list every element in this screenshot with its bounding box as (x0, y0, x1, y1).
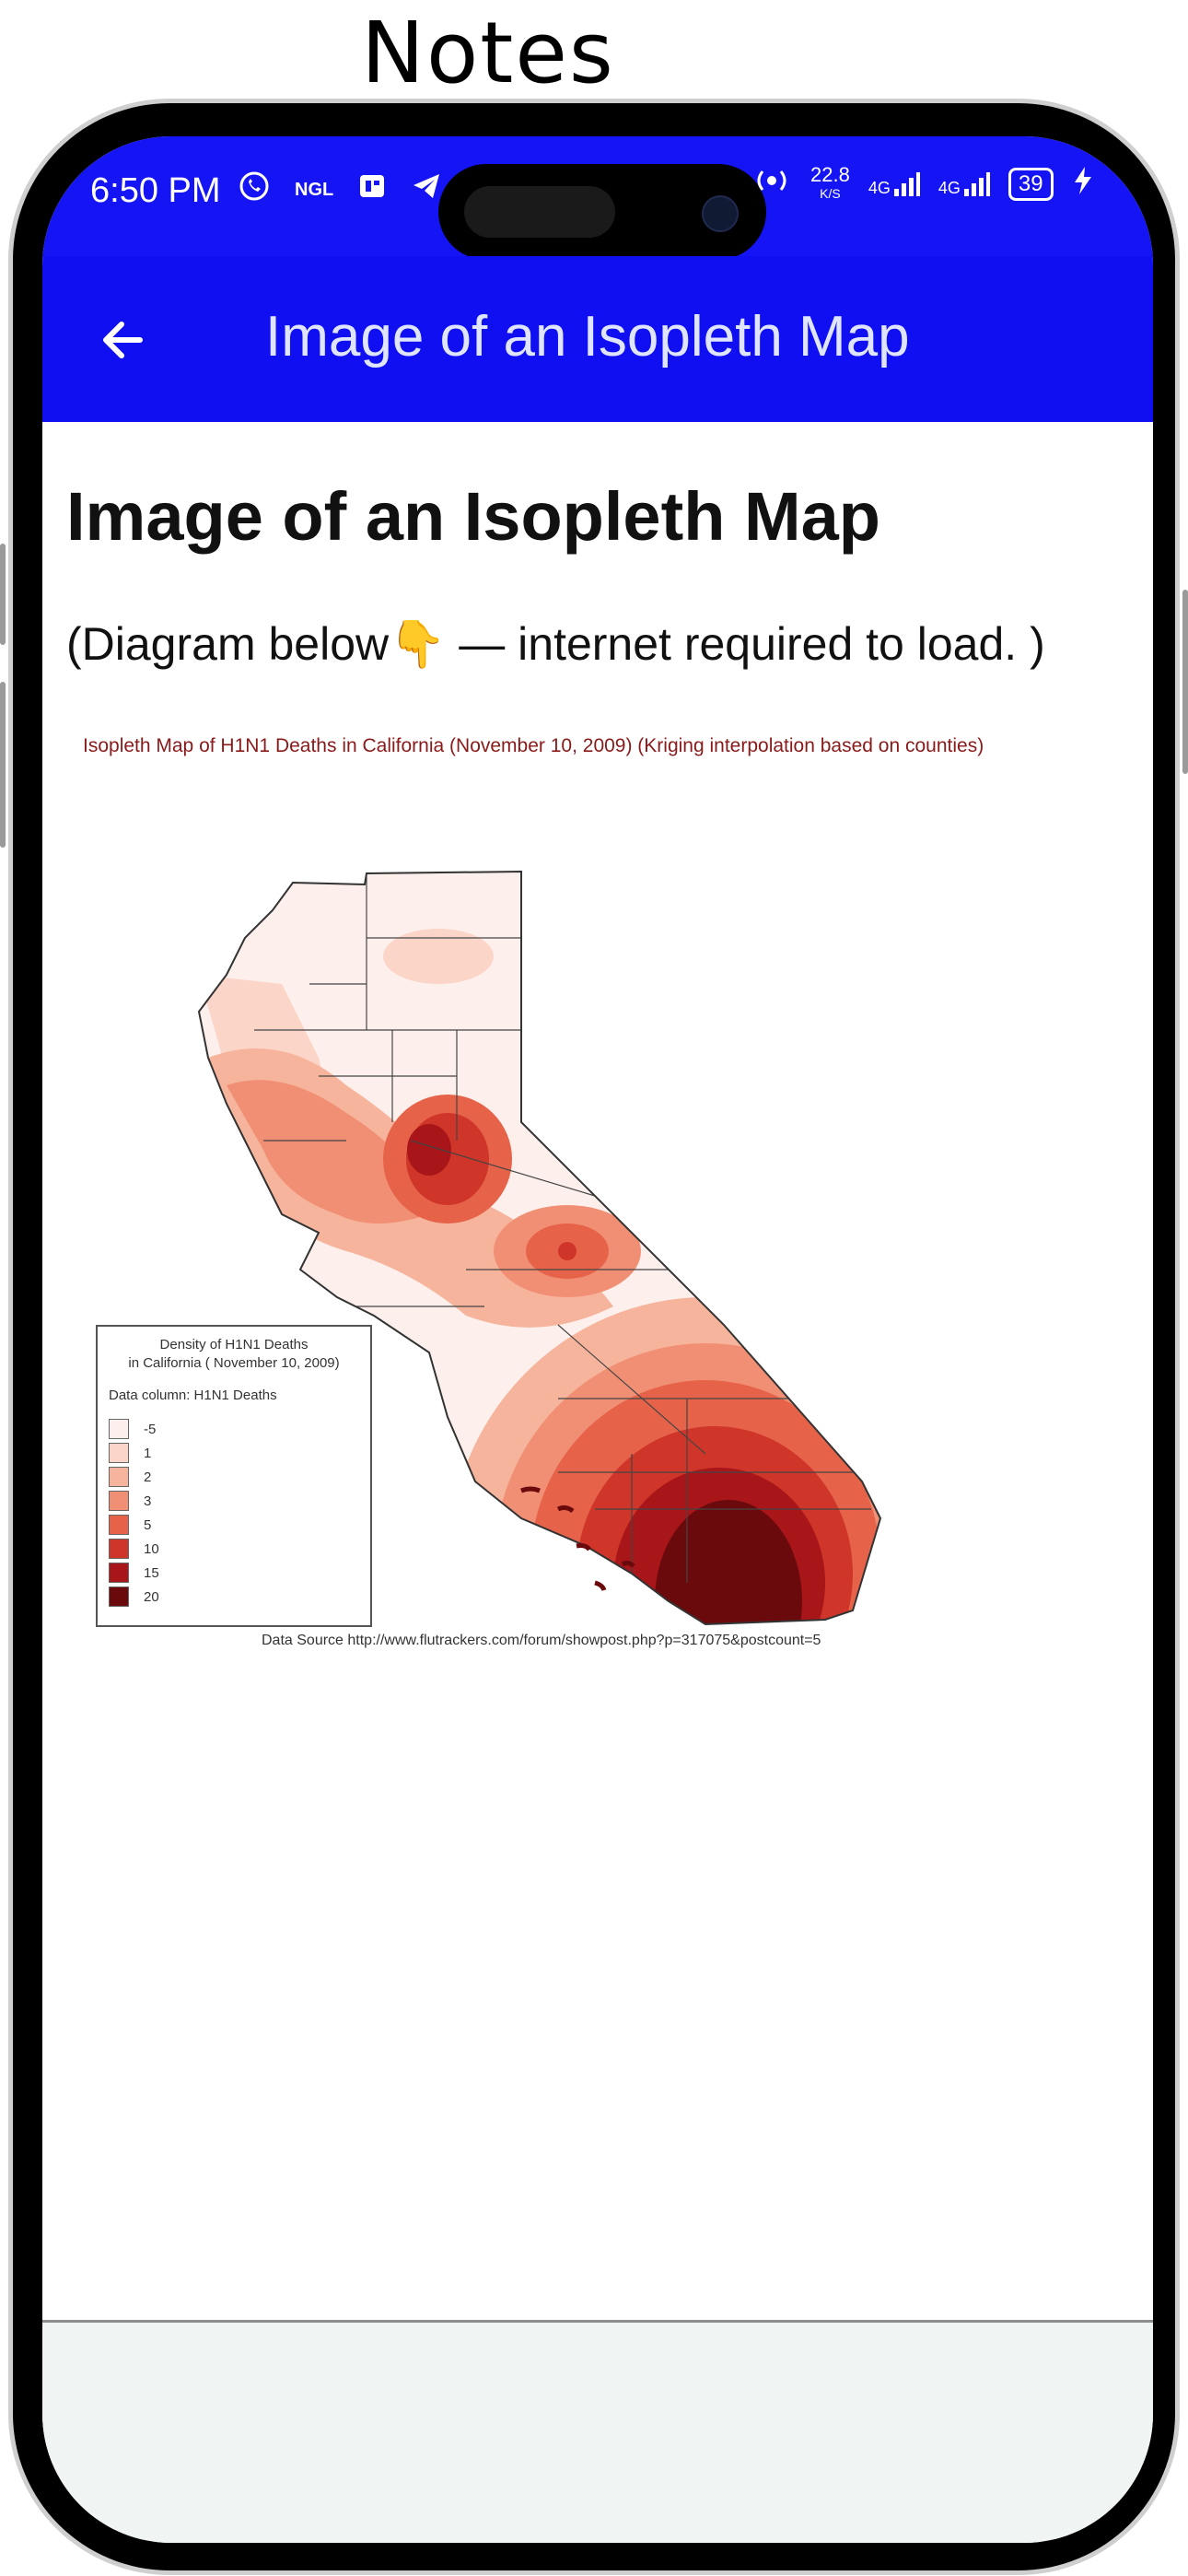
legend-swatch (109, 1515, 129, 1535)
legend-title-line: Density of H1N1 Deaths (159, 1337, 309, 1352)
legend-label: 3 (144, 1493, 152, 1509)
legend-swatch (109, 1419, 129, 1439)
power-button (1182, 590, 1188, 774)
news-icon (357, 171, 387, 209)
legend-label: 5 (144, 1516, 152, 1533)
app-caption: Notes (361, 4, 615, 102)
signal-icon: 4G (938, 170, 990, 198)
legend-item: -5 (109, 1417, 159, 1441)
diagram-note: (Diagram below👇 — internet required to l… (66, 618, 1045, 670)
legend-title: Density of H1N1 Deaths in California ( N… (98, 1336, 370, 1373)
whatsapp-icon (238, 170, 271, 211)
legend-label: 20 (144, 1588, 159, 1605)
legend-swatch (109, 1491, 129, 1511)
legend-item: 20 (109, 1585, 159, 1609)
charging-icon (1072, 165, 1094, 203)
map-legend: Density of H1N1 Deaths in California ( N… (96, 1325, 372, 1627)
app-bar-title: Image of an Isopleth Map (265, 305, 910, 369)
legend-label: 2 (144, 1469, 152, 1485)
speed-unit: K/S (820, 185, 841, 201)
legend-label: 1 (144, 1445, 152, 1461)
legend-swatch (109, 1563, 129, 1583)
status-bar: 6:50 PM NGL 22.8 K/S (42, 136, 1153, 260)
legend-label: 15 (144, 1564, 159, 1581)
system-icons: 22.8 K/S 4G 4G 39 (751, 164, 1094, 204)
back-arrow-icon (103, 322, 143, 358)
network-speed: 22.8 K/S (810, 162, 850, 203)
legend-item: 15 (109, 1561, 159, 1585)
legend-item: 10 (109, 1537, 159, 1561)
camera-icon (702, 195, 739, 232)
telegram-icon (411, 170, 442, 210)
battery-icon: 39 (1007, 167, 1054, 201)
isopleth-map-image (198, 871, 881, 1625)
network-type: 4G (938, 178, 961, 197)
ngl-icon: NGL (295, 180, 334, 200)
volume-button (0, 544, 6, 645)
app-bar: Image of an Isopleth Map (42, 256, 1153, 422)
bottom-navigation-area (42, 2320, 1153, 2543)
legend-swatch (109, 1443, 129, 1463)
camera-island (438, 164, 766, 260)
status-time: 6:50 PM (90, 171, 221, 210)
legend-items: -5 1 2 3 5 10 15 20 (109, 1417, 159, 1609)
volume-button (0, 682, 6, 848)
legend-label: 10 (144, 1540, 159, 1557)
legend-title-line: in California ( November 10, 2009) (128, 1355, 340, 1371)
phone-screen: 6:50 PM NGL 22.8 K/S (42, 136, 1153, 2543)
legend-item: 3 (109, 1489, 159, 1513)
signal-icon: 4G (868, 170, 920, 198)
map-caption: Isopleth Map of H1N1 Deaths in Californi… (83, 735, 984, 756)
legend-data-column: Data column: H1N1 Deaths (109, 1388, 277, 1403)
legend-item: 5 (109, 1513, 159, 1537)
network-type: 4G (868, 178, 891, 197)
legend-swatch (109, 1587, 129, 1607)
legend-item: 1 (109, 1441, 159, 1465)
hotspot-icon (751, 164, 792, 204)
notification-icons: NGL (238, 170, 442, 211)
page-heading: Image of an Isopleth Map (66, 478, 880, 555)
back-button[interactable] (83, 299, 166, 381)
speed-value: 22.8 (810, 162, 850, 186)
legend-swatch (109, 1539, 129, 1559)
legend-swatch (109, 1467, 129, 1487)
legend-item: 2 (109, 1465, 159, 1489)
legend-label: -5 (144, 1421, 157, 1437)
map-source: Data Source http://www.flutrackers.com/f… (262, 1633, 821, 1648)
